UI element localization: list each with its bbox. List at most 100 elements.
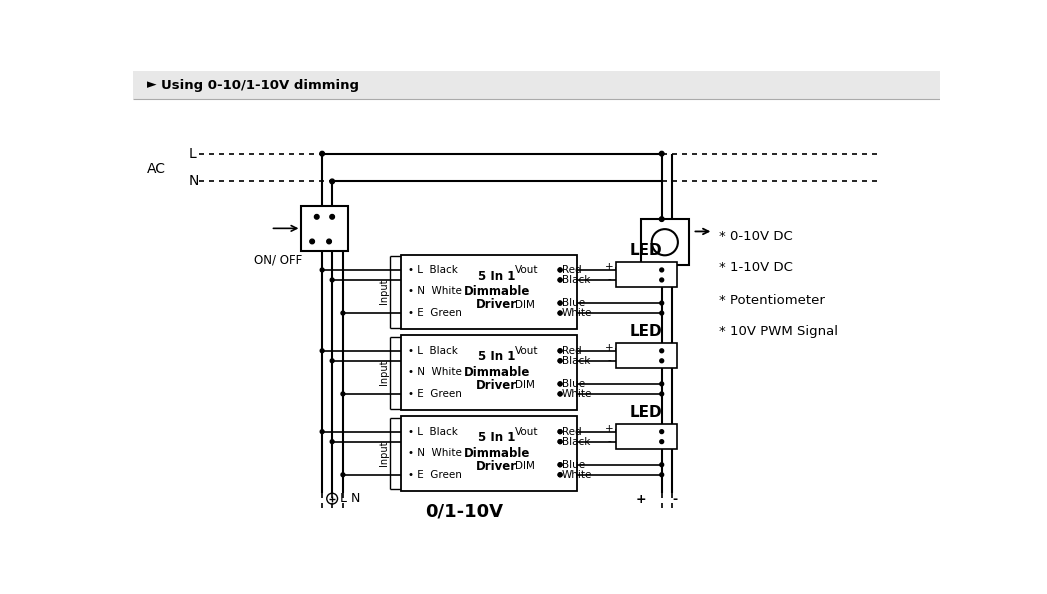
Text: Dimmable: Dimmable [464,366,530,379]
Text: L N: L N [340,492,360,505]
Text: -: - [607,436,611,446]
Text: • E  Green: • E Green [407,389,462,399]
Text: Black: Black [561,437,591,447]
Text: -: - [607,355,611,365]
Circle shape [558,301,562,305]
Circle shape [558,440,562,444]
Circle shape [558,268,562,272]
Circle shape [558,359,562,363]
Text: DIM: DIM [515,380,535,390]
Bar [134,71,940,99]
Text: White: White [561,470,592,480]
Circle shape [330,278,334,282]
Text: • L  Black: • L Black [407,426,458,437]
Text: LED: LED [630,405,663,420]
Text: +: + [636,493,646,506]
Text: Vout: Vout [515,426,539,437]
Circle shape [660,349,664,353]
Bar [401,416,577,491]
Circle shape [660,473,664,476]
Text: * Potentiometer: * Potentiometer [718,294,825,307]
Text: Using 0-10/1-10V dimming: Using 0-10/1-10V dimming [161,78,359,91]
Circle shape [558,392,562,396]
Circle shape [660,311,664,315]
Circle shape [558,392,562,396]
Text: 5 In 1: 5 In 1 [478,350,515,364]
Circle shape [558,349,562,353]
Text: Input: Input [379,440,388,466]
Text: LED: LED [630,243,663,258]
Text: N: N [188,175,199,188]
Text: Dimmable: Dimmable [464,447,530,460]
Circle shape [558,359,562,363]
Text: * 1-10V DC: * 1-10V DC [718,261,793,274]
Text: Blue: Blue [561,460,584,470]
Circle shape [330,179,334,184]
Text: ►: ► [148,78,157,91]
Circle shape [660,278,664,282]
Circle shape [558,349,562,353]
Circle shape [558,463,562,467]
Text: AC: AC [148,162,166,176]
Circle shape [558,463,562,467]
Circle shape [341,392,344,396]
Text: Vout: Vout [515,265,539,275]
Text: Red: Red [561,346,581,356]
Circle shape [310,239,314,244]
Circle shape [558,278,562,282]
Text: DIM: DIM [515,462,535,471]
Text: +: + [605,424,614,434]
Circle shape [327,239,332,244]
Bar [616,343,677,368]
Text: • E  Green: • E Green [407,470,462,480]
Text: DIM: DIM [515,299,535,309]
Circle shape [341,311,344,315]
Text: • L  Black: • L Black [407,346,458,356]
Circle shape [558,429,562,434]
Text: Driver: Driver [476,298,517,311]
Circle shape [660,359,664,363]
Text: Red: Red [561,265,581,275]
Circle shape [314,214,319,219]
Circle shape [320,349,325,353]
Text: * 10V PWM Signal: * 10V PWM Signal [718,325,838,338]
Circle shape [558,278,562,282]
Bar [616,424,677,448]
Text: White: White [561,389,592,399]
Text: 5 In 1: 5 In 1 [478,431,515,444]
Circle shape [558,440,562,444]
Text: +: + [605,343,614,353]
Circle shape [319,151,325,156]
Text: Input: Input [379,359,388,385]
Text: • N  White: • N White [407,286,462,296]
Circle shape [660,268,664,272]
Bar [401,336,577,410]
Circle shape [558,473,562,476]
Circle shape [660,392,664,396]
Text: Vout: Vout [515,346,539,356]
Circle shape [660,151,664,156]
Circle shape [660,217,664,222]
Circle shape [341,473,344,476]
Text: -: - [672,493,677,506]
Bar [401,255,577,329]
Circle shape [660,429,664,434]
Circle shape [330,214,334,219]
Text: • E  Green: • E Green [407,308,462,318]
Circle shape [320,429,325,434]
Bar [641,219,689,266]
Text: LED: LED [630,324,663,339]
Text: Blue: Blue [561,379,584,389]
Circle shape [320,268,325,272]
Text: L: L [188,147,197,160]
Text: Driver: Driver [476,460,517,473]
Circle shape [330,359,334,363]
Text: ON/ OFF: ON/ OFF [253,254,302,267]
Text: 5 In 1: 5 In 1 [478,270,515,283]
Circle shape [330,440,334,444]
Circle shape [558,429,562,434]
Text: White: White [561,308,592,318]
Text: Black: Black [561,356,591,366]
Circle shape [558,268,562,272]
Text: Dimmable: Dimmable [464,285,530,298]
